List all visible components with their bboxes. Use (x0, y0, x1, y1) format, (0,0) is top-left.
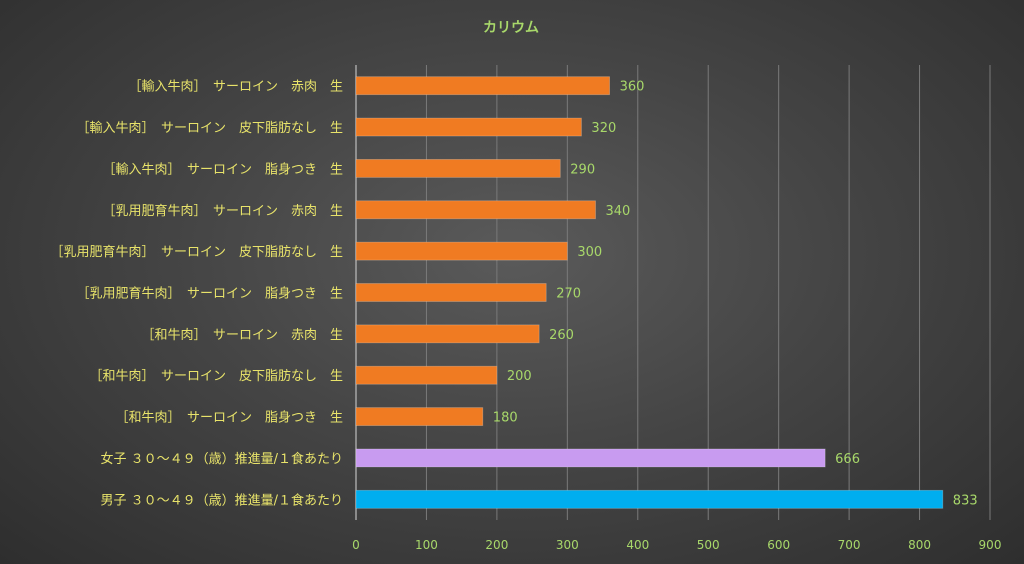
bar (355, 159, 561, 178)
x-tick-label: 800 (908, 538, 931, 552)
bar (355, 324, 540, 344)
bar (355, 448, 826, 468)
x-tick-label: 0 (352, 538, 360, 552)
category-label: ［輸入牛肉］ サーロイン 脂身つき 生 (102, 161, 343, 177)
category-label: ［和牛肉］ サーロイン 皮下脂肪なし 生 (89, 368, 343, 384)
value-label: 360 (620, 80, 645, 95)
bars-group (355, 76, 944, 509)
x-tick-label: 500 (697, 538, 720, 552)
category-label: 男子 ３０～４９（歳）推進量/１食あたり (100, 492, 343, 508)
x-tick-label: 300 (556, 538, 579, 552)
value-label: 320 (591, 121, 616, 136)
x-tick-label: 200 (485, 538, 508, 552)
gridlines (355, 65, 991, 520)
bar (355, 407, 484, 426)
value-label: 260 (549, 328, 574, 343)
value-label: 833 (953, 493, 978, 508)
category-label: ［和牛肉］ サーロイン 脂身つき 生 (115, 410, 343, 426)
value-label: 270 (556, 287, 581, 302)
category-label: ［乳用肥育牛肉］ サーロイン 脂身つき 生 (76, 286, 343, 302)
bar (355, 365, 498, 385)
bar (355, 76, 611, 96)
x-tick-label: 700 (838, 538, 861, 552)
chart-title: カリウム (483, 20, 539, 36)
category-label: 女子 ３０～４９（歳）推進量/１食あたり (100, 451, 343, 467)
value-labels: 360 320 290 340 300 270 260 200 180 666 833 (493, 80, 978, 509)
value-label: 300 (577, 245, 602, 260)
bar (355, 200, 596, 220)
x-tick-label: 600 (767, 538, 790, 552)
x-tick-label: 400 (626, 538, 649, 552)
value-label: 180 (493, 411, 518, 426)
category-labels: ［輸入牛肉］ サーロイン 赤肉 生 ［輸入牛肉］ サーロイン 皮下脂肪なし 生 ［輸… (50, 80, 343, 509)
bar (355, 117, 582, 137)
x-tick-labels: 0 100 200 300 400 500 600 700 800 900 (352, 538, 1001, 552)
x-tick-label: 100 (415, 538, 438, 552)
value-label: 340 (606, 204, 631, 219)
bar (355, 241, 568, 261)
category-label: ［輸入牛肉］ サーロイン 赤肉 生 (128, 80, 343, 95)
bar (355, 489, 944, 509)
category-label: ［和牛肉］ サーロイン 赤肉 生 (141, 328, 343, 343)
category-label: ［乳用肥育牛肉］ サーロイン 赤肉 生 (102, 203, 343, 219)
x-tick-label: 900 (979, 538, 1002, 552)
value-label: 200 (507, 369, 532, 384)
category-label: ［乳用肥育牛肉］ サーロイン 皮下脂肪なし 生 (50, 244, 343, 260)
value-label: 290 (570, 162, 595, 177)
value-label: 666 (835, 452, 860, 467)
bar (355, 283, 547, 302)
category-label: ［輸入牛肉］ サーロイン 皮下脂肪なし 生 (76, 120, 343, 136)
